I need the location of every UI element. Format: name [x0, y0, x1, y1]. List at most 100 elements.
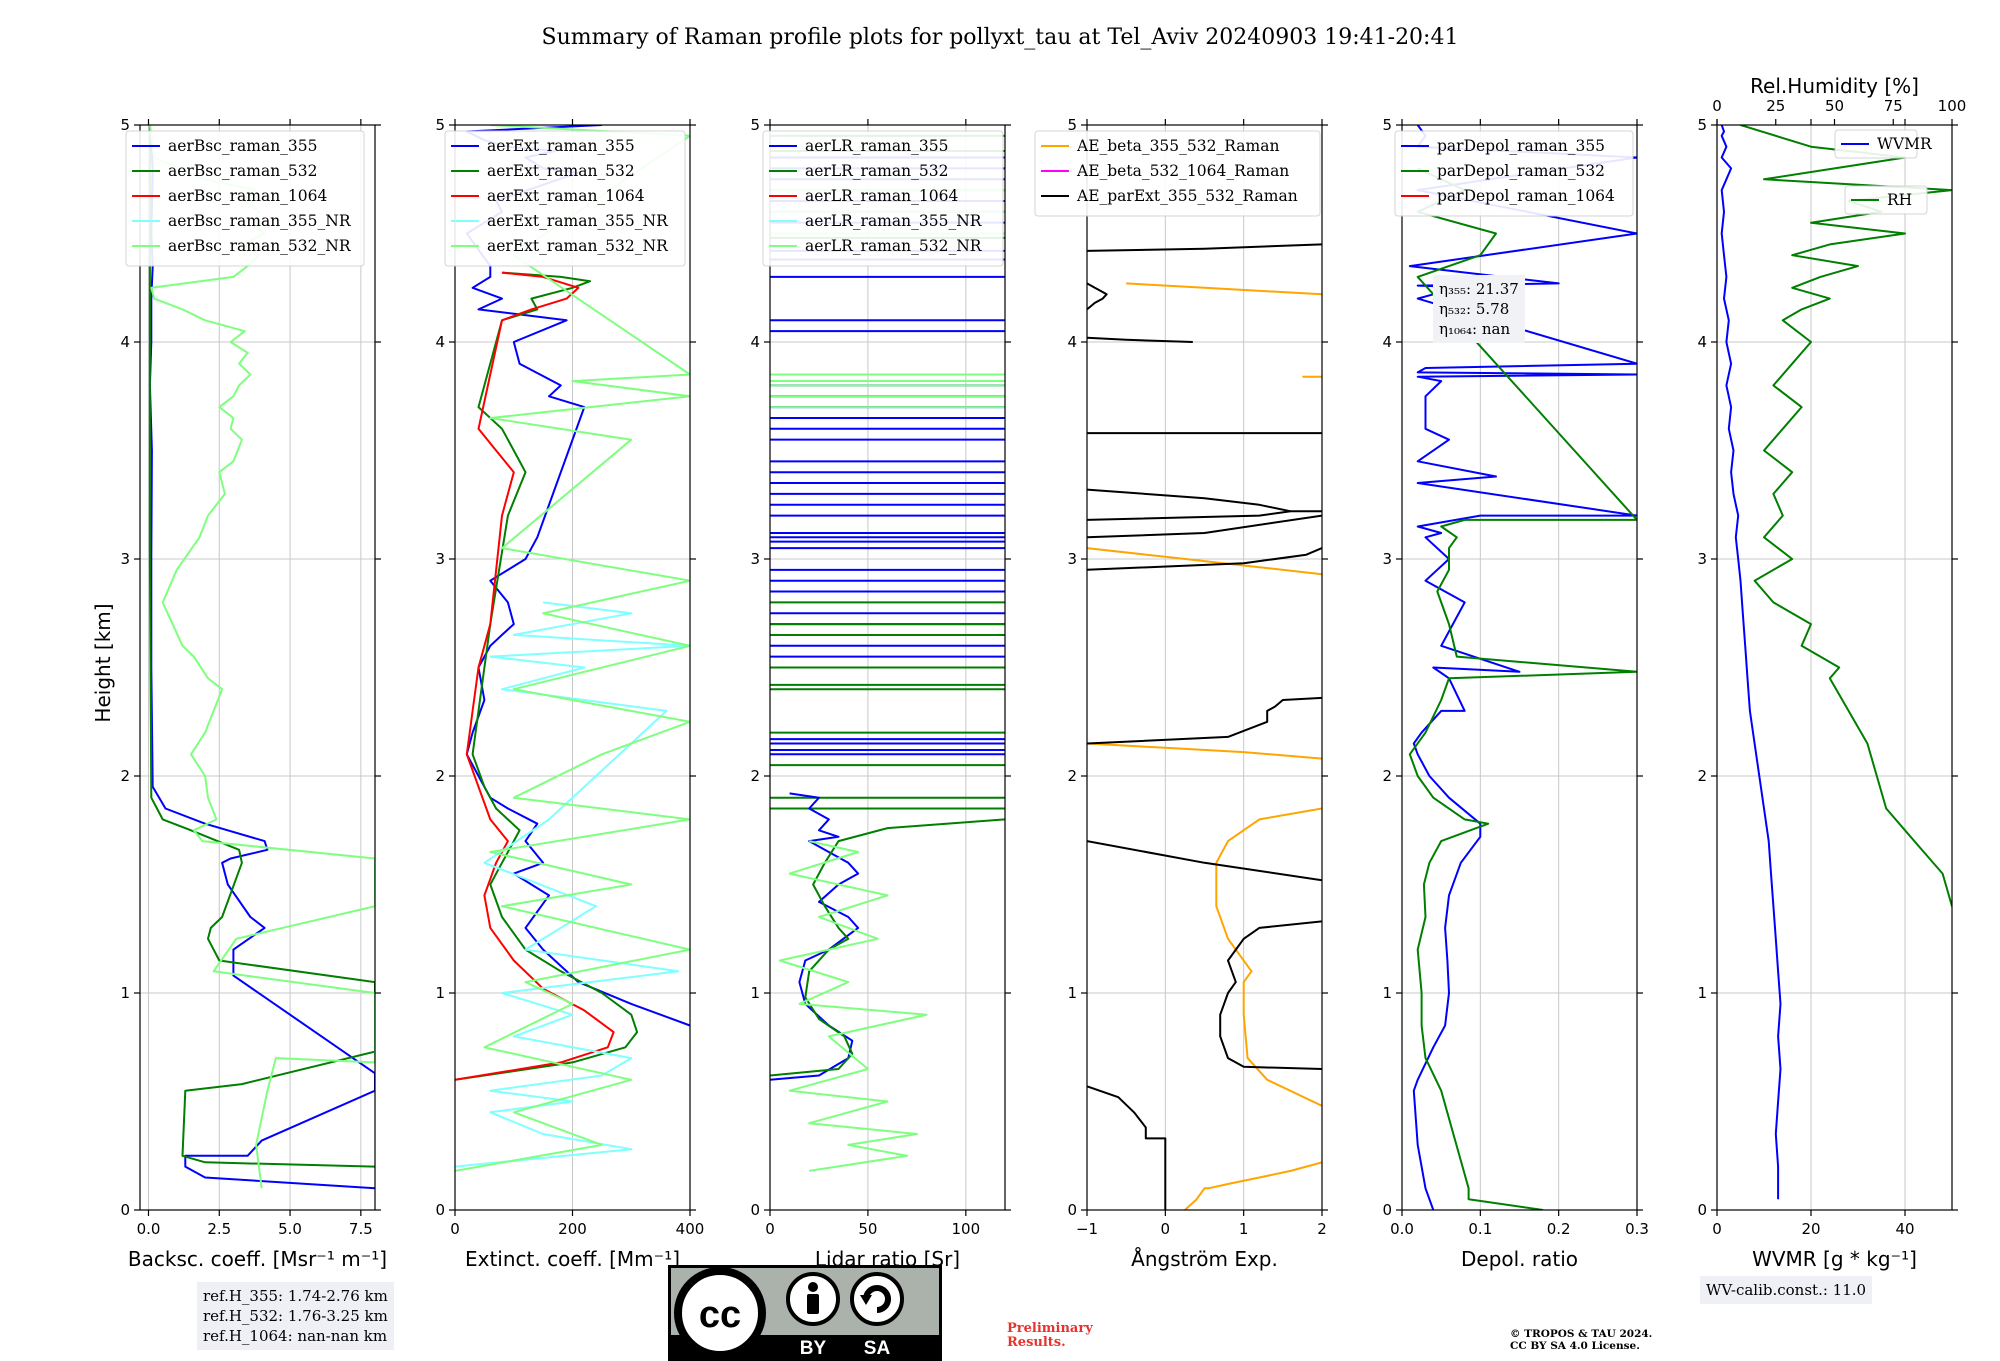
top-x-tick-label-3: 75 — [1884, 97, 1903, 115]
legend-label-AE_parExt_355_532_Raman: AE_parExt_355_532_Raman — [1076, 187, 1298, 205]
y-tick-label-lr-3: 3 — [750, 550, 760, 568]
by-icon-body — [807, 1294, 819, 1314]
axes-frame-bsc — [140, 125, 375, 1210]
by-icon-head — [808, 1282, 818, 1292]
y-tick-label-ext-2: 2 — [435, 767, 445, 785]
legend-label-aerLR_raman_355: aerLR_raman_355 — [805, 137, 948, 155]
top-x-tick-label-4: 100 — [1938, 97, 1967, 115]
y-tick-label-lr-2: 2 — [750, 767, 760, 785]
x-tick-label-ext-2: 400 — [676, 1220, 705, 1238]
y-tick-label-wv-5: 5 — [1697, 116, 1707, 134]
legend-label-aerExt_raman_355_NR: aerExt_raman_355_NR — [487, 212, 669, 230]
series-WVMR — [1722, 125, 1781, 1199]
y-tick-label-wv-3: 3 — [1697, 550, 1707, 568]
y-tick-label-lr-1: 1 — [750, 984, 760, 1002]
x-tick-label-ext-1: 200 — [558, 1220, 587, 1238]
y-tick-label-bsc-1: 1 — [120, 984, 130, 1002]
eta-box: η₃₅₅: 21.37 η₅₃₂: 5.78 η₁₀₆₄: nan — [1433, 275, 1525, 343]
series-AE_beta_355_532_Raman — [1087, 283, 1322, 1210]
legend-label-aerExt_raman_532_NR: aerExt_raman_532_NR — [487, 237, 669, 255]
sa-label: SA — [864, 1338, 891, 1359]
y-axis-label: Height [km] — [91, 603, 115, 722]
series-aerLR_raman_532 — [770, 819, 1005, 1075]
x-tick-label-lr-1: 50 — [858, 1220, 877, 1238]
y-tick-label-ext-4: 4 — [435, 333, 445, 351]
data-layer-bsc — [150, 125, 375, 1188]
y-tick-label-ae-0: 0 — [1067, 1201, 1077, 1219]
y-tick-label-ae-2: 2 — [1067, 767, 1077, 785]
legend-label-aerBsc_raman_1064: aerBsc_raman_1064 — [168, 187, 328, 205]
series-aerLR_raman_532_NR — [780, 841, 927, 1171]
top-x-tick-label-2: 50 — [1825, 97, 1844, 115]
series-aerBsc_raman_532_NR — [150, 125, 375, 1188]
data-layer-wv — [1722, 125, 2000, 1206]
x-tick-label-wv-0: 0 — [1712, 1220, 1722, 1238]
preliminary-line-1: Preliminary — [1007, 1322, 1093, 1336]
copyright-line-1: © TROPOS & TAU 2024. — [1510, 1328, 1652, 1340]
y-tick-label-depol-1: 1 — [1382, 984, 1392, 1002]
x-tick-label-ae-0: −1 — [1076, 1220, 1098, 1238]
y-tick-label-ae-1: 1 — [1067, 984, 1077, 1002]
x-tick-label-wv-2: 40 — [1895, 1220, 1914, 1238]
x-tick-label-depol-3: 0.3 — [1625, 1220, 1649, 1238]
y-tick-label-lr-5: 5 — [750, 116, 760, 134]
legend-label-WVMR: WVMR — [1877, 135, 1933, 153]
x-tick-label-ae-1: 0 — [1161, 1220, 1171, 1238]
y-tick-label-wv-0: 0 — [1697, 1201, 1707, 1219]
eta-1064: η₁₀₆₄: nan — [1439, 319, 1519, 339]
ref-height-355: ref.H_355: 1.74-2.76 km — [203, 1286, 388, 1306]
x-tick-label-ext-0: 0 — [450, 1220, 460, 1238]
series-aerExt_raman_532 — [455, 273, 637, 1080]
ref-height-1064: ref.H_1064: nan-nan km — [203, 1326, 388, 1346]
eta-532: η₅₃₂: 5.78 — [1439, 299, 1519, 319]
y-tick-label-depol-3: 3 — [1382, 550, 1392, 568]
legend-label-AE_beta_532_1064_Raman: AE_beta_532_1064_Raman — [1076, 162, 1289, 180]
x-axis-label-wv: WVMR [g * kg⁻¹] — [1752, 1247, 1917, 1271]
x-tick-label-wv-1: 20 — [1801, 1220, 1820, 1238]
reference-height-box: ref.H_355: 1.74-2.76 km ref.H_532: 1.76-… — [197, 1282, 394, 1350]
legend-label-aerExt_raman_1064: aerExt_raman_1064 — [487, 187, 645, 205]
x-tick-label-ae-2: 1 — [1239, 1220, 1249, 1238]
legend-label-parDepol_raman_532: parDepol_raman_532 — [1437, 162, 1605, 180]
y-tick-label-depol-5: 5 — [1382, 116, 1392, 134]
x-tick-label-depol-1: 0.1 — [1468, 1220, 1492, 1238]
copyright-note: © TROPOS & TAU 2024. CC BY SA 4.0 Licens… — [1510, 1328, 1652, 1352]
y-tick-label-depol-0: 0 — [1382, 1201, 1392, 1219]
x-axis-label-bsc: Backsc. coeff. [Msr⁻¹ m⁻¹] — [128, 1247, 387, 1271]
sa-icon — [852, 1274, 902, 1324]
y-tick-label-ext-3: 3 — [435, 550, 445, 568]
y-tick-label-ae-4: 4 — [1067, 333, 1077, 351]
eta-355: η₃₅₅: 21.37 — [1439, 279, 1519, 299]
cc-logo-text: cc — [699, 1294, 741, 1336]
ref-height-532: ref.H_532: 1.76-3.25 km — [203, 1306, 388, 1326]
wv-calib-const: WV-calib.const.: 11.0 — [1706, 1280, 1866, 1300]
by-label: BY — [800, 1338, 827, 1359]
y-tick-label-bsc-0: 0 — [120, 1201, 130, 1219]
y-tick-label-ae-3: 3 — [1067, 550, 1077, 568]
legend-label-parDepol_raman_1064: parDepol_raman_1064 — [1437, 187, 1615, 205]
legend-label-AE_beta_355_532_Raman: AE_beta_355_532_Raman — [1076, 137, 1279, 155]
y-tick-label-bsc-3: 3 — [120, 550, 130, 568]
y-tick-label-depol-2: 2 — [1382, 767, 1392, 785]
y-tick-label-wv-4: 4 — [1697, 333, 1707, 351]
top-x-tick-label-0: 0 — [1712, 97, 1722, 115]
legend-label-parDepol_raman_355: parDepol_raman_355 — [1437, 137, 1605, 155]
x-tick-label-lr-0: 0 — [765, 1220, 775, 1238]
series-AE_parExt_355_532_Raman — [1087, 244, 1322, 1210]
y-tick-label-ext-5: 5 — [435, 116, 445, 134]
top-x-axis-label: Rel.Humidity [%] — [1750, 74, 1919, 98]
copyright-line-2: CC BY SA 4.0 License. — [1510, 1340, 1652, 1352]
x-tick-label-lr-2: 100 — [952, 1220, 981, 1238]
legend-label-aerLR_raman_532: aerLR_raman_532 — [805, 162, 948, 180]
data-layer-ae — [1087, 244, 1322, 1210]
x-axis-label-ae: Ångström Exp. — [1131, 1247, 1278, 1271]
x-tick-label-depol-0: 0.0 — [1390, 1220, 1414, 1238]
x-tick-label-bsc-2: 5.0 — [278, 1220, 302, 1238]
legend-label-RH: RH — [1887, 191, 1912, 209]
legend-label-aerBsc_raman_532: aerBsc_raman_532 — [168, 162, 318, 180]
y-tick-label-depol-4: 4 — [1382, 333, 1392, 351]
